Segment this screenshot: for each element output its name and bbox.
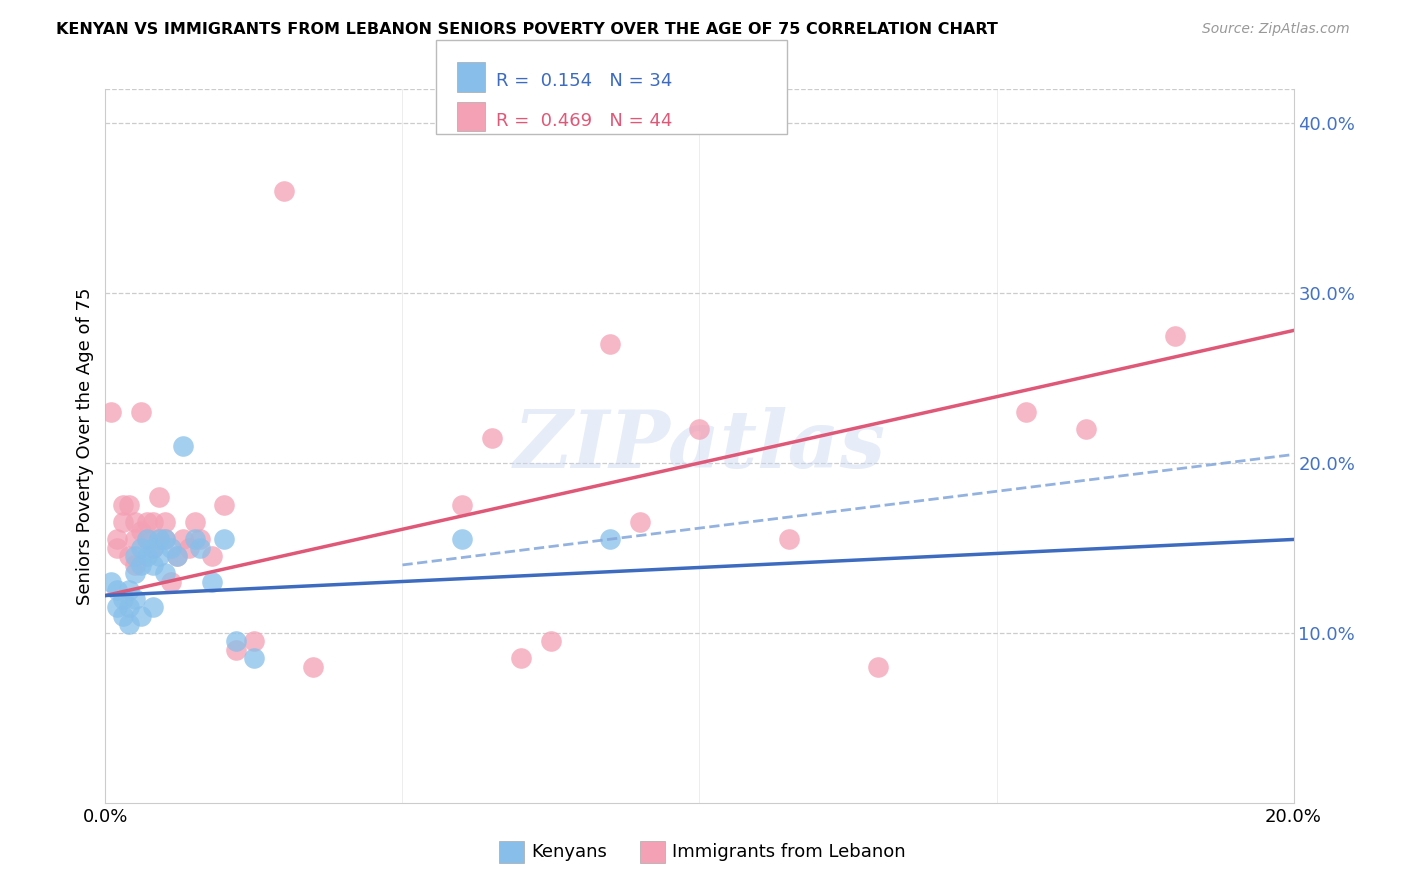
Point	[778, 533, 800, 547]
Point	[302, 660, 325, 674]
Point	[1164, 328, 1187, 343]
Point	[136, 516, 159, 530]
Point	[105, 533, 128, 547]
Point	[148, 549, 170, 564]
Text: Kenyans: Kenyans	[531, 843, 607, 861]
Point	[190, 533, 212, 547]
Point	[142, 558, 165, 572]
Point	[129, 558, 152, 572]
Point	[183, 533, 205, 547]
Point	[112, 516, 135, 530]
Point	[105, 541, 128, 555]
Point	[136, 549, 159, 564]
Point	[166, 549, 188, 564]
Point	[450, 499, 472, 513]
Point	[183, 516, 205, 530]
Point	[628, 516, 651, 530]
Point	[273, 184, 295, 198]
Point	[599, 533, 621, 547]
Point	[124, 558, 146, 572]
Point	[214, 499, 236, 513]
Point	[1015, 405, 1038, 419]
Point	[118, 549, 141, 564]
Point	[124, 566, 146, 581]
Point	[105, 600, 128, 615]
Point	[689, 422, 711, 436]
Point	[153, 533, 176, 547]
Point	[153, 533, 176, 547]
Text: Source: ZipAtlas.com: Source: ZipAtlas.com	[1202, 22, 1350, 37]
Point	[118, 499, 141, 513]
Text: R =  0.154   N = 34: R = 0.154 N = 34	[496, 72, 672, 90]
Point	[159, 541, 181, 555]
Point	[148, 533, 170, 547]
Point	[201, 549, 224, 564]
Point	[124, 533, 146, 547]
Point	[510, 651, 533, 665]
Point	[866, 660, 889, 674]
Point	[177, 541, 200, 555]
Point	[118, 600, 141, 615]
Point	[599, 337, 621, 351]
Text: ZIPatlas: ZIPatlas	[513, 408, 886, 484]
Point	[142, 541, 165, 555]
Point	[481, 430, 503, 444]
Point	[190, 541, 212, 555]
Point	[540, 634, 562, 648]
Point	[243, 634, 266, 648]
Point	[105, 583, 128, 598]
Point	[166, 549, 188, 564]
Text: Immigrants from Lebanon: Immigrants from Lebanon	[672, 843, 905, 861]
Point	[118, 583, 141, 598]
Point	[172, 439, 194, 453]
Point	[172, 533, 194, 547]
Point	[153, 516, 176, 530]
Point	[214, 533, 236, 547]
Point	[450, 533, 472, 547]
Point	[225, 634, 247, 648]
Point	[136, 533, 159, 547]
Point	[124, 549, 146, 564]
Point	[148, 490, 170, 504]
Text: R =  0.469   N = 44: R = 0.469 N = 44	[496, 112, 672, 130]
Point	[112, 499, 135, 513]
Point	[100, 405, 122, 419]
Point	[112, 591, 135, 606]
Point	[201, 574, 224, 589]
Point	[136, 533, 159, 547]
Point	[124, 591, 146, 606]
Point	[225, 643, 247, 657]
Point	[124, 516, 146, 530]
Point	[112, 608, 135, 623]
Point	[118, 617, 141, 632]
Point	[243, 651, 266, 665]
Point	[142, 600, 165, 615]
Point	[1074, 422, 1097, 436]
Point	[129, 405, 152, 419]
Point	[129, 524, 152, 538]
Y-axis label: Seniors Poverty Over the Age of 75: Seniors Poverty Over the Age of 75	[76, 287, 94, 605]
Point	[129, 608, 152, 623]
Point	[100, 574, 122, 589]
Point	[142, 516, 165, 530]
Point	[129, 541, 152, 555]
Point	[148, 533, 170, 547]
Text: KENYAN VS IMMIGRANTS FROM LEBANON SENIORS POVERTY OVER THE AGE OF 75 CORRELATION: KENYAN VS IMMIGRANTS FROM LEBANON SENIOR…	[56, 22, 998, 37]
Point	[159, 574, 181, 589]
Point	[142, 541, 165, 555]
Point	[153, 566, 176, 581]
